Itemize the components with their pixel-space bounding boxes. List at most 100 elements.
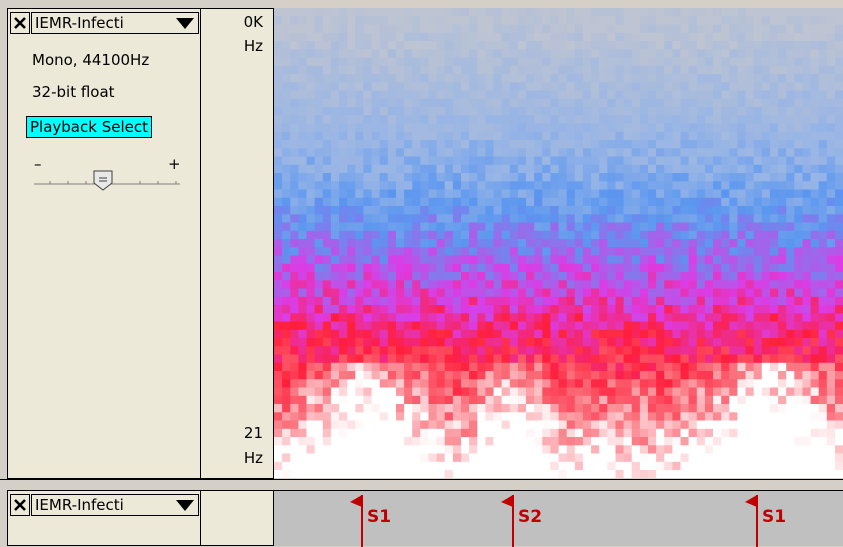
spectrogram-cell [461,445,470,454]
spectrogram-cell [290,41,299,50]
spectrogram-cell [534,82,543,91]
spectrogram-cell [485,330,494,339]
spectrogram-cell [307,33,316,42]
spectrogram-cell [591,165,600,174]
spectrogram-cell [746,165,755,174]
spectrogram-cell [616,338,625,347]
spectrogram-cell [437,74,446,83]
spectrogram-cell [380,33,389,42]
spectrogram-cell [567,437,576,446]
label-marker[interactable]: S1 [757,491,817,547]
spectrogram-cell [396,247,405,256]
spectrogram-cell [672,8,681,17]
spectrogram-cell [729,124,738,133]
spectrogram-cell [290,445,299,454]
spectrogram-cell [290,198,299,207]
spectrogram-cell [307,107,316,116]
spectrogram-cell [811,247,820,256]
close-button[interactable] [10,12,30,34]
spectrogram-cell [429,214,438,223]
playback-select-button[interactable]: Playback Select [26,116,152,138]
spectrogram-cell [404,107,413,116]
spectrogram-cell [729,66,738,75]
spectrogram-cell [388,157,397,166]
spectrogram-cell [591,330,600,339]
spectrogram-cell [575,388,584,397]
spectrogram-cell [429,66,438,75]
spectrogram-cell [786,445,795,454]
label-marker[interactable]: S2 [513,491,573,547]
spectrogram-cell [526,454,535,463]
spectrogram-cell [404,82,413,91]
spectrogram-cell [616,223,625,232]
label-marker[interactable]: S1 [362,491,422,547]
spectrogram-cell [274,421,283,430]
spectrogram-cell [461,363,470,372]
spectrogram-cell [583,124,592,133]
spectrogram-cell [681,165,690,174]
label-track-name-menu[interactable]: IEMR-Infecti [31,494,199,516]
spectrogram-cell [429,371,438,380]
spectrogram-cell [713,437,722,446]
spectrogram-cell [550,33,559,42]
spectrogram-cell [794,82,803,91]
spectrogram-cell [648,346,657,355]
spectrogram-cell [429,8,438,17]
spectrogram-cell [632,124,641,133]
spectrogram-cell [315,206,324,215]
spectrogram-cell [502,58,511,67]
spectrogram-cell [689,322,698,331]
spectrogram-cell [770,256,779,265]
spectrogram-cell [396,239,405,248]
spectrogram-cell [307,338,316,347]
spectrogram-cell [697,16,706,25]
spectrogram-cell [762,115,771,124]
spectrogram-cell [380,115,389,124]
spectrogram-cell [542,25,551,34]
spectrogram-cell [372,322,381,331]
spectrogram-cell [591,313,600,322]
spectrogram-cell [429,363,438,372]
spectrogram-cell [770,322,779,331]
spectrogram-cell [323,437,332,446]
spectrogram-cell [461,388,470,397]
spectrogram-cell [518,173,527,182]
spectrogram-cell [355,165,364,174]
spectrogram-cell [331,462,340,471]
spectrogram-cell [510,437,519,446]
spectrogram-cell [298,140,307,149]
spectrogram-cell [640,8,649,17]
spectrogram-cell [689,280,698,289]
spectrogram-cell [770,388,779,397]
spectrogram-cell [388,322,397,331]
spectrogram-cell [477,470,486,478]
spectrogram-cell [607,280,616,289]
spectrogram-cell [290,66,299,75]
spectrogram-cell [372,115,381,124]
spectrogram-cell [445,429,454,438]
spectrogram-cell [315,462,324,471]
spectrogram-cell [518,322,527,331]
spectrogram-cell [388,297,397,306]
spectrogram-cell [786,355,795,364]
spectrogram-cell [819,371,828,380]
spectrogram-cell [672,239,681,248]
spectrogram[interactable] [274,8,843,478]
spectrogram-cell [648,305,657,314]
close-button[interactable] [10,494,30,516]
spectrogram-cell [681,239,690,248]
spectrogram-cell [640,322,649,331]
track-name-menu[interactable]: IEMR-Infecti [31,12,199,34]
spectrogram-cell [778,330,787,339]
spectrogram-cell [624,239,633,248]
spectrogram-cell [274,115,283,124]
spectrogram-cell [599,272,608,281]
gain-slider[interactable] [30,167,184,191]
spectrogram-cell [282,462,291,471]
label-area[interactable]: S1 S2 S1 [274,490,843,546]
spectrogram-cell [469,66,478,75]
spectrogram-cell [786,305,795,314]
spectrogram-cell [567,115,576,124]
spectrogram-cell [681,49,690,58]
spectrogram-cell [681,33,690,42]
